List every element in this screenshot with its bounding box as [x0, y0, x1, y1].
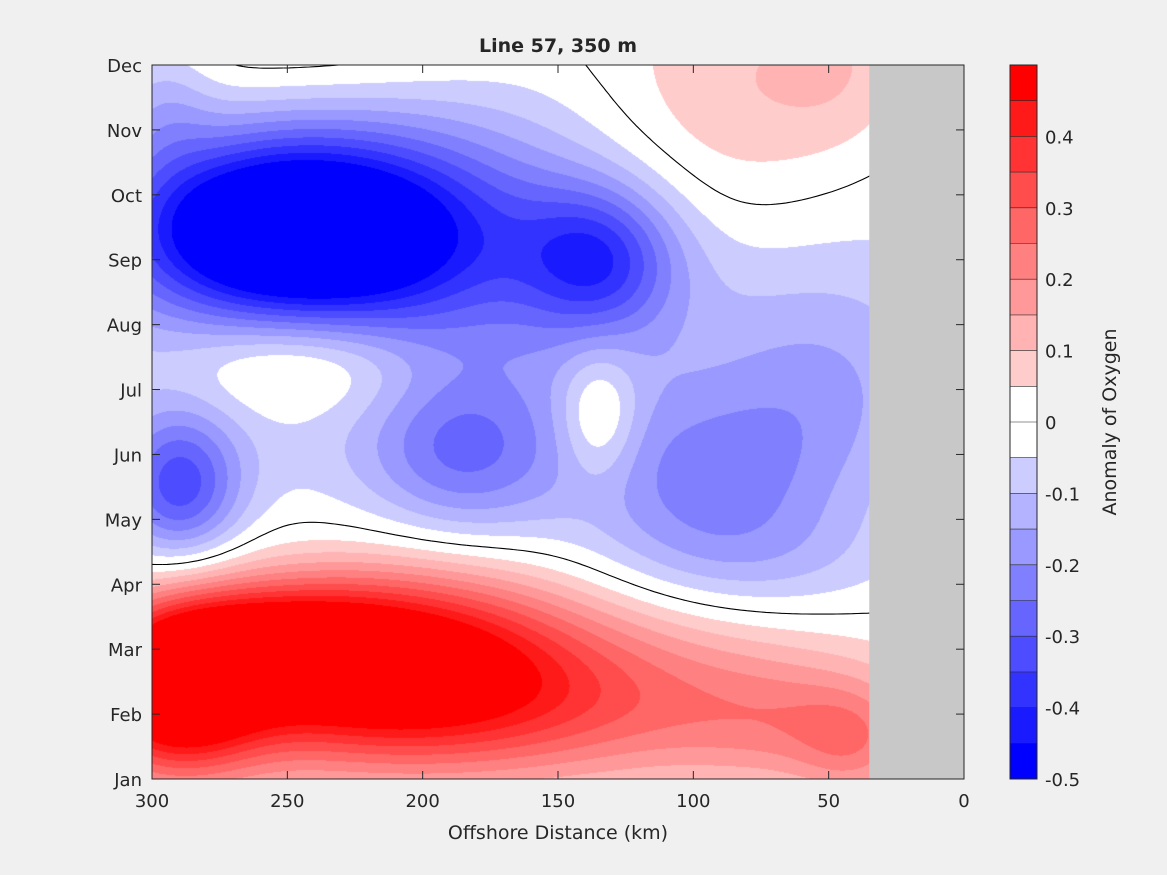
colorbar-step: [1010, 422, 1037, 458]
colorbar-step: [1010, 314, 1037, 351]
colorbar-tick-label: 0.3: [1045, 199, 1074, 220]
x-tick-label: 250: [270, 791, 304, 812]
colorbar: -0.5 -0.4 -0.3 -0.2 -0.1 0 0.1 0.2 0.3 0.4 Anomal…: [1009, 64, 1121, 791]
colorbar-tick-label: -0.1: [1045, 484, 1080, 505]
colorbar-tick-label: 0.4: [1045, 127, 1074, 148]
y-tick-label: Mar: [108, 640, 143, 661]
colorbar-step: [1010, 386, 1037, 422]
y-tick-label: Jun: [113, 445, 142, 466]
plot-area: 300 250 200 150 100 50 0 Jan Feb Mar Apr May Jun Jul A…: [105, 56, 970, 812]
colorbar-tick-label: 0: [1045, 413, 1056, 434]
colorbar-tick-label: -0.3: [1045, 627, 1080, 648]
colorbar-tick-label: -0.4: [1045, 699, 1080, 720]
colorbar-step: [1010, 350, 1037, 387]
y-tick-label: Feb: [110, 705, 142, 726]
chart-title: Line 57, 350 m: [479, 35, 637, 57]
colorbar-step: [1010, 529, 1037, 565]
colorbar-step: [1010, 564, 1037, 601]
colorbar-step: [1010, 243, 1037, 280]
colorbar-step: [1010, 279, 1037, 315]
x-tick-label: 0: [958, 791, 969, 812]
colorbar-step: [1010, 207, 1037, 244]
colorbar-step: [1010, 136, 1037, 173]
x-tick-label: 300: [135, 791, 169, 812]
colorbar-step: [1010, 100, 1037, 137]
y-tick-label: Nov: [107, 121, 142, 142]
colorbar-tick-label: 0.2: [1045, 270, 1074, 291]
y-tick-label: Aug: [107, 316, 142, 337]
x-tick-label: 200: [405, 791, 439, 812]
colorbar-step: [1010, 707, 1037, 744]
x-axis-label: Offshore Distance (km): [448, 822, 668, 844]
y-tick-label: Dec: [107, 56, 142, 77]
colorbar-label: Anomaly of Oxygen: [1099, 329, 1121, 516]
axis-ticks: 300 250 200 150 100 50 0 Jan Feb Mar Apr May Jun Jul A…: [105, 56, 970, 812]
colorbar-step: [1010, 743, 1037, 779]
colorbar-steps: [1010, 65, 1037, 779]
x-tick-label: 50: [817, 791, 840, 812]
colorbar-step: [1010, 457, 1037, 494]
no-data-region: [869, 65, 964, 779]
colorbar-step: [1010, 65, 1037, 101]
x-tick-label: 150: [541, 791, 575, 812]
colorbar-tick-label: 0.1: [1045, 342, 1074, 363]
y-tick-label: Jul: [119, 381, 142, 402]
colorbar-ticks: -0.5 -0.4 -0.3 -0.2 -0.1 0 0.1 0.2 0.3 0.4: [1045, 127, 1080, 791]
colorbar-step: [1010, 600, 1037, 637]
colorbar-step: [1010, 636, 1037, 672]
colorbar-step: [1010, 172, 1037, 208]
colorbar-tick-label: -0.5: [1045, 770, 1080, 791]
colorbar-frame: [1009, 64, 1038, 780]
colorbar-step: [1010, 671, 1037, 708]
y-tick-label: May: [105, 510, 143, 531]
y-tick-label: Sep: [108, 251, 142, 272]
y-tick-label: Apr: [111, 575, 143, 596]
anomaly-field: [152, 65, 964, 779]
colorbar-tick-label: -0.2: [1045, 556, 1080, 577]
y-tick-label: Jan: [113, 770, 142, 791]
colorbar-step: [1010, 493, 1037, 530]
x-tick-label: 100: [676, 791, 710, 812]
y-tick-label: Oct: [111, 186, 142, 207]
